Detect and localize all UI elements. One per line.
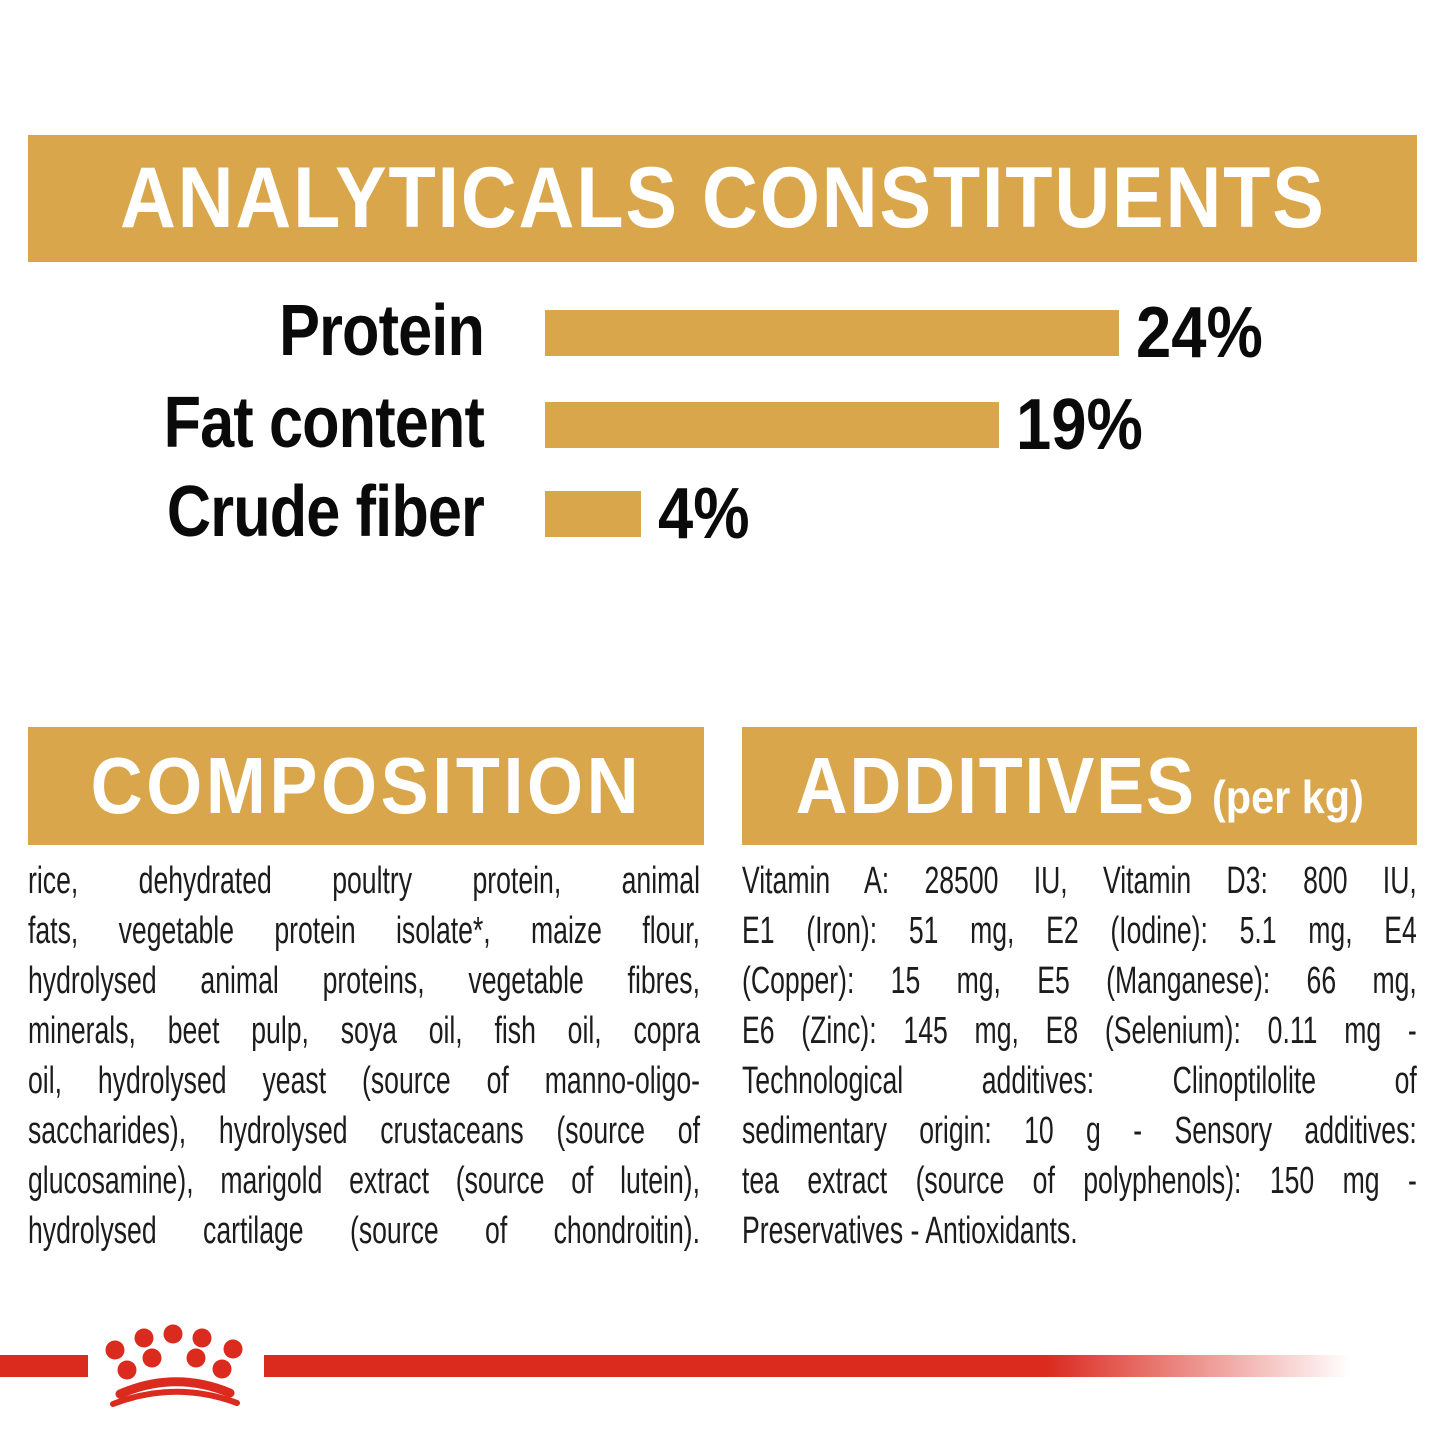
additives-line: E6 (Zinc): 145 mg, E8 (Selenium): 0.11 m… bbox=[742, 1010, 1417, 1052]
analyticals-title: ANALYTICALS CONSTITUENTS bbox=[119, 150, 1326, 246]
composition-line: saccharides), hydrolysed crustaceans (so… bbox=[28, 1110, 700, 1152]
brand-stripe-left bbox=[0, 1355, 88, 1377]
additives-line: tea extract (source of polyphenols): 150… bbox=[742, 1160, 1417, 1202]
additives-line: (Copper): 15 mg, E5 (Manganese): 66 mg, bbox=[742, 960, 1417, 1002]
crude-fiber-value: 4% bbox=[657, 474, 750, 554]
composition-text: rice, dehydrated poultry protein, animal… bbox=[28, 856, 700, 1256]
additives-banner: ADDITIVES (per kg) bbox=[742, 727, 1417, 845]
fat-content-bar bbox=[545, 402, 1000, 448]
composition-line: glucosamine), marigold extract (source o… bbox=[28, 1160, 700, 1202]
composition-line: minerals, beet pulp, soya oil, fish oil,… bbox=[28, 1010, 700, 1052]
protein-value: 24% bbox=[1135, 293, 1263, 373]
additives-line: E1 (Iron): 51 mg, E2 (Iodine): 5.1 mg, E… bbox=[742, 910, 1417, 952]
additives-text: Vitamin A: 28500 IU, Vitamin D3: 800 IU,… bbox=[742, 856, 1417, 1256]
brand-stripe-right bbox=[264, 1355, 1350, 1377]
composition-title: COMPOSITION bbox=[90, 741, 642, 830]
additives-title-suffix: (per kg) bbox=[1211, 771, 1364, 823]
composition-line: hydrolysed animal proteins, vegetable fi… bbox=[28, 960, 700, 1002]
composition-line: rice, dehydrated poultry protein, animal bbox=[28, 860, 700, 902]
additives-line: Technological additives: Clinoptilolite … bbox=[742, 1060, 1417, 1102]
composition-line: oil, hydrolysed yeast (source of manno-o… bbox=[28, 1060, 700, 1102]
analyticals-banner: ANALYTICALS CONSTITUENTS bbox=[28, 135, 1417, 262]
fat-content-value: 19% bbox=[1016, 385, 1143, 465]
royal-canin-crown-icon bbox=[105, 1324, 243, 1407]
additives-title: ADDITIVES (per kg) bbox=[795, 740, 1363, 832]
additives-title-main: ADDITIVES bbox=[795, 741, 1196, 830]
composition-line: fats, vegetable protein isolate*, maize … bbox=[28, 910, 700, 952]
protein-bar bbox=[545, 310, 1119, 356]
composition-line: hydrolysed cartilage (source of chondroi… bbox=[28, 1210, 700, 1252]
composition-banner: COMPOSITION bbox=[28, 727, 704, 845]
chart-label-fat-content: Fat content bbox=[163, 383, 485, 463]
additives-line: Vitamin A: 28500 IU, Vitamin D3: 800 IU, bbox=[742, 860, 1417, 902]
crude-fiber-bar bbox=[545, 491, 641, 537]
chart-label-crude-fiber: Crude fiber bbox=[166, 472, 485, 552]
additives-line: Preservatives - Antioxidants. bbox=[742, 1210, 1078, 1252]
additives-line: sedimentary origin: 10 g - Sensory addit… bbox=[742, 1110, 1417, 1152]
chart-label-protein: Protein bbox=[279, 291, 485, 371]
